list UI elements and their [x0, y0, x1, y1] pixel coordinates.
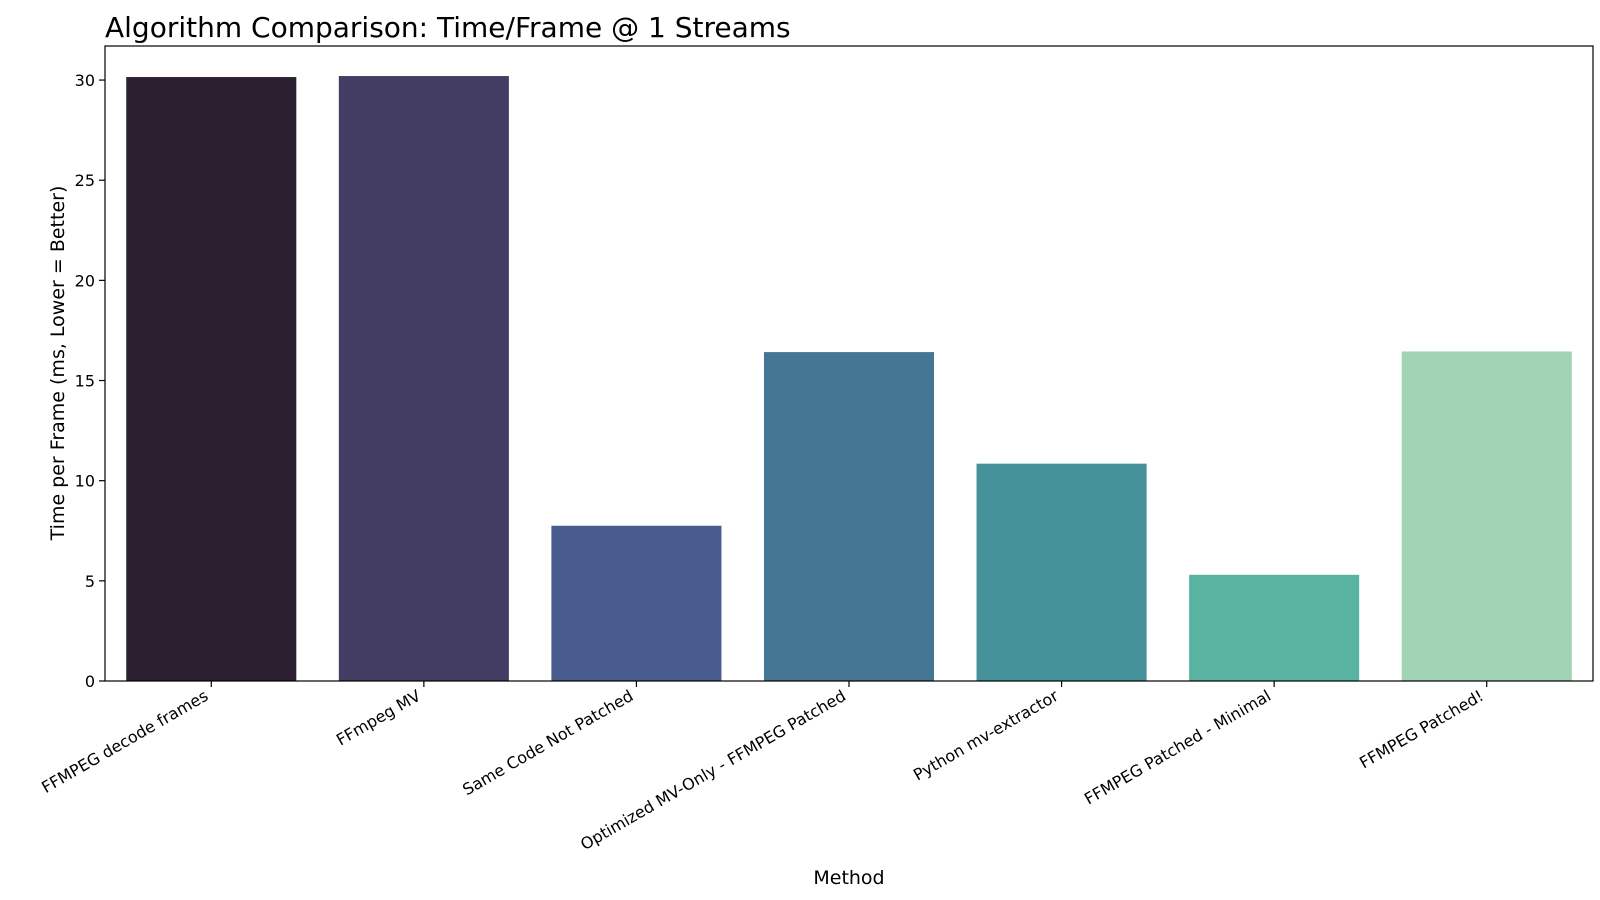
y-tick-label: 30 [75, 71, 95, 90]
x-tick-label: FFMPEG Patched - Minimal [1081, 686, 1274, 808]
y-axis: 0 5 10 15 20 25 30 [75, 71, 105, 691]
x-tick-label: FFMPEG Patched! [1356, 686, 1487, 772]
bars [126, 76, 1572, 682]
bar-2 [551, 525, 722, 681]
y-tick-label: 15 [75, 372, 95, 391]
y-tick-label: 0 [85, 672, 95, 691]
y-tick-label: 10 [75, 472, 95, 491]
y-tick-label: 25 [75, 171, 95, 190]
chart-title: Algorithm Comparison: Time/Frame @ 1 Str… [105, 11, 791, 44]
bar-1 [338, 76, 509, 682]
x-axis-label: Method [813, 867, 884, 889]
bar-5 [1189, 574, 1360, 681]
x-tick-label: Python mv-extractor [910, 686, 1062, 785]
x-tick-label: FFmpeg MV [333, 686, 424, 749]
y-tick-label: 5 [85, 572, 95, 591]
bar-3 [763, 352, 935, 681]
x-tick-label: Same Code Not Patched [459, 686, 636, 799]
x-axis: FFMPEG decode frames FFmpeg MV Same Code N… [38, 681, 1488, 854]
plot-frame [104, 45, 1594, 682]
y-axis-label: Time per Frame (ms, Lower = Better) [47, 186, 69, 542]
bar-4 [976, 463, 1147, 681]
bar-6 [1401, 351, 1572, 681]
x-tick-label: FFMPEG decode frames [38, 686, 211, 797]
y-tick-label: 20 [75, 271, 95, 290]
bar-0 [126, 77, 297, 682]
